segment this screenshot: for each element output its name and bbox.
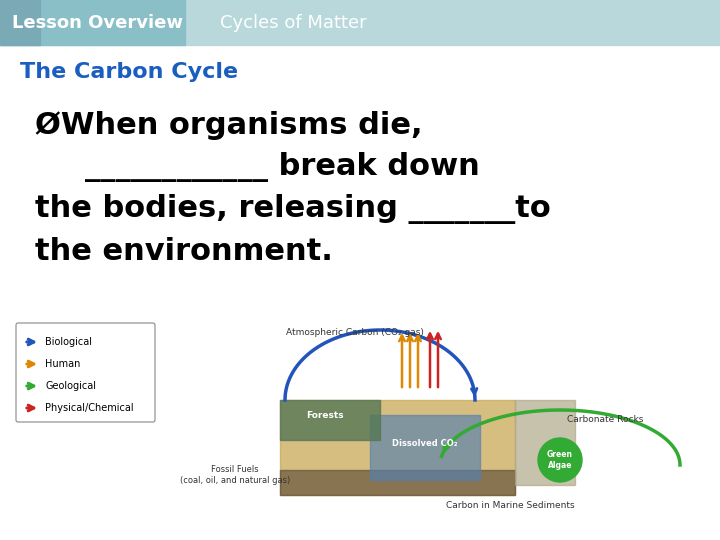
- Bar: [515, 400, 575, 485]
- FancyBboxPatch shape: [16, 323, 155, 422]
- Circle shape: [538, 438, 582, 482]
- Text: the environment.: the environment.: [35, 237, 333, 266]
- Text: Carbonate Rocks: Carbonate Rocks: [567, 415, 643, 424]
- Bar: [280, 470, 515, 495]
- Text: ØWhen organisms die,: ØWhen organisms die,: [35, 111, 423, 139]
- Bar: [0, 0, 40, 45]
- Text: Fossil Fuels
(coal, oil, and natural gas): Fossil Fuels (coal, oil, and natural gas…: [180, 465, 290, 485]
- Bar: [0, 0, 185, 45]
- Text: Green
Algae: Green Algae: [547, 450, 573, 470]
- Text: the bodies, releasing _______to: the bodies, releasing _______to: [35, 194, 551, 224]
- Text: Forests: Forests: [306, 410, 344, 420]
- Bar: [370, 415, 480, 480]
- Text: Carbon in Marine Sediments: Carbon in Marine Sediments: [446, 501, 575, 510]
- Text: Human: Human: [45, 359, 81, 369]
- Text: Lesson Overview: Lesson Overview: [12, 14, 183, 31]
- Text: The Carbon Cycle: The Carbon Cycle: [20, 62, 238, 82]
- Bar: [0, 0, 720, 45]
- Bar: [280, 400, 380, 440]
- Bar: [280, 400, 515, 495]
- Text: Physical/Chemical: Physical/Chemical: [45, 403, 134, 413]
- Text: Geological: Geological: [45, 381, 96, 391]
- Text: Biological: Biological: [45, 337, 92, 347]
- Text: Dissolved CO₂: Dissolved CO₂: [392, 438, 458, 448]
- Text: ____________ break down: ____________ break down: [85, 152, 480, 182]
- Text: Atmospheric Carbon (CO₂ gas): Atmospheric Carbon (CO₂ gas): [286, 328, 424, 337]
- Text: Cycles of Matter: Cycles of Matter: [220, 14, 366, 31]
